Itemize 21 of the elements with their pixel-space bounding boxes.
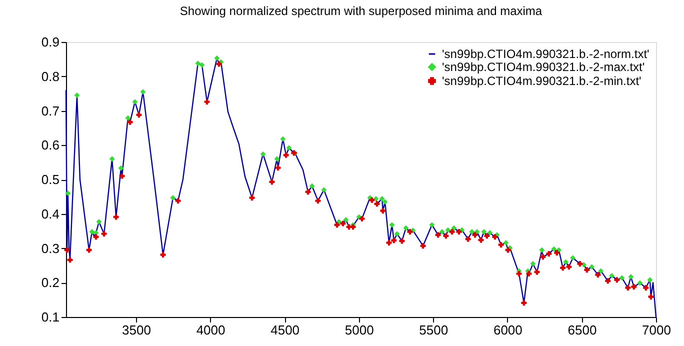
legend-label: 'sn99bp.CTIO4m.990321.b.-2-min.txt' <box>442 74 642 88</box>
x-tick-label: 4500 <box>270 322 300 338</box>
legend-label: 'sn99bp.CTIO4m.990321.b.-2-max.txt' <box>442 60 645 74</box>
y-tick-label: 0.1 <box>41 310 60 324</box>
y-tick-label: 0.7 <box>41 103 60 118</box>
x-tick-label: 5000 <box>344 322 374 338</box>
x-tick-label: 5500 <box>419 322 448 338</box>
y-tick-label: 0.5 <box>41 172 60 187</box>
chart-title: Showing normalized spectrum with superposed minima and maxima <box>180 4 542 18</box>
y-tick-label: 0.8 <box>41 68 60 84</box>
x-tick-label: 3500 <box>122 322 151 338</box>
x-tick-label: 6000 <box>493 322 522 338</box>
y-tick-label: 0.6 <box>41 138 60 153</box>
y-tick-label: 0.9 <box>41 34 60 50</box>
x-tick-label: 4000 <box>196 322 226 338</box>
legend-label: 'sn99bp.CTIO4m.990321.b.-2-norm.txt' <box>442 47 650 61</box>
y-tick-label: 0.2 <box>41 275 60 290</box>
y-tick-label: 0.4 <box>41 206 60 222</box>
x-tick-label: 6500 <box>568 322 597 338</box>
y-tick-label: 0.3 <box>41 240 60 256</box>
x-tick-label: 7000 <box>642 322 671 338</box>
